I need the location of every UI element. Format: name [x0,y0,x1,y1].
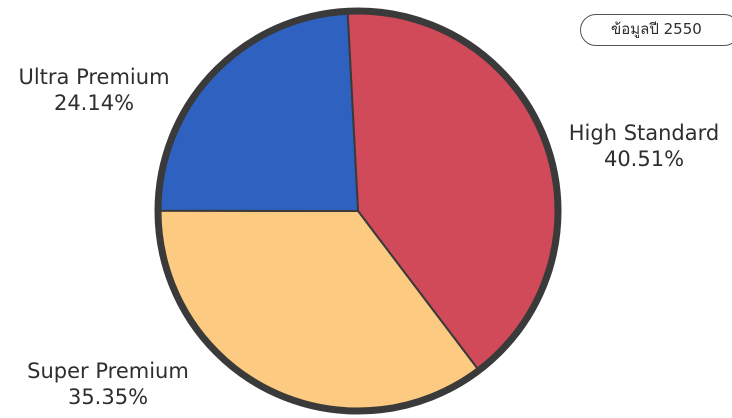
slice-label-high-standard: High Standard 40.51% [556,120,732,173]
slice-name-ultra-premium: Ultra Premium [18,65,170,89]
slice-label-ultra-premium: Ultra Premium 24.14% [8,64,180,117]
slice-percent-super-premium: 35.35% [67,385,149,410]
slice-name-super-premium: Super Premium [27,359,189,383]
slice-percent-high-standard: 40.51% [603,147,685,172]
data-year-badge: ข้อมูลปี 2550 [580,14,732,46]
pie-outline [154,7,562,415]
pie-slices [156,10,559,412]
slice-percent-ultra-premium: 24.14% [53,91,135,116]
slice-name-high-standard: High Standard [568,121,720,145]
slice-label-super-premium: Super Premium 35.35% [14,358,202,411]
